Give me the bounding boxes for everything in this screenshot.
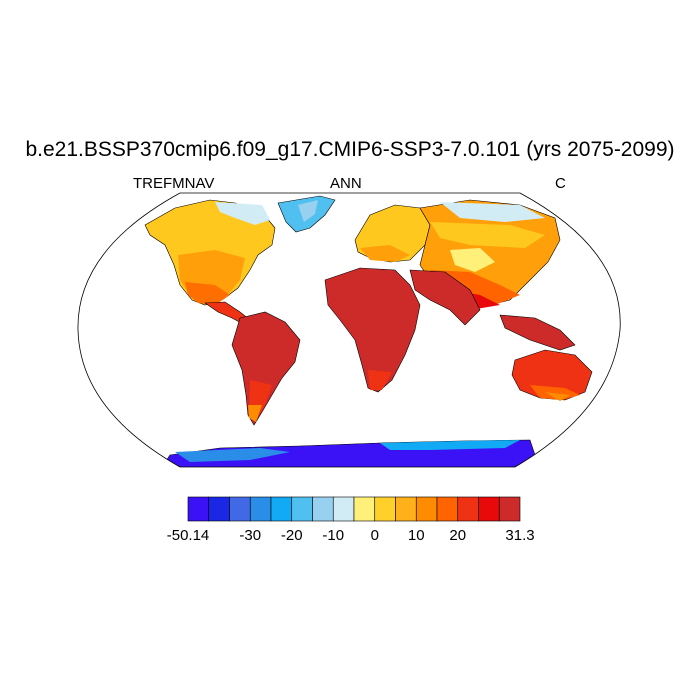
colorbar-tick-label: -10 [322,527,345,544]
colorbar-swatch [229,496,251,522]
colorbar-tick-label: 10 [407,527,425,544]
colorbar-swatch [312,496,334,522]
colorbar-swatch [457,496,479,522]
colorbar-swatch [395,496,417,522]
colorbar-swatch [353,496,376,522]
plot-title: b.e21.BSSP370cmip6.f09_g17.CMIP6-SSP3-7.… [25,138,675,161]
colorbar-swatch [374,496,396,522]
colorbar-swatch [291,496,313,522]
colorbar-tick-label: 0 [370,527,379,544]
colorbar-swatch [249,496,272,522]
season-label: ANN [330,175,362,192]
colorbar-swatch [208,496,230,522]
colorbar-tick-label: 31.3 [505,527,535,544]
colorbar-swatch [187,496,210,522]
colorbar-swatch [498,496,521,522]
middle-east-india [409,269,481,326]
colorbar-swatch [478,496,500,522]
colorbar-tick-label: -30 [239,527,262,544]
colorbar-swatch [415,496,438,522]
colorbar-swatch [436,496,459,522]
variable-label: TREFMNAV [133,175,215,192]
colorbar-tick-label: -50.14 [166,527,210,544]
south-america [231,311,301,426]
southeast-asia [499,314,576,351]
colorbar-swatch [270,496,293,522]
map-outline [77,192,621,468]
colorbar-tick-label: -20 [280,527,303,544]
colorbar-tick-label: 20 [449,527,467,544]
units-label: C [555,175,566,192]
colorbar-swatch [332,496,355,522]
africa [324,267,421,393]
